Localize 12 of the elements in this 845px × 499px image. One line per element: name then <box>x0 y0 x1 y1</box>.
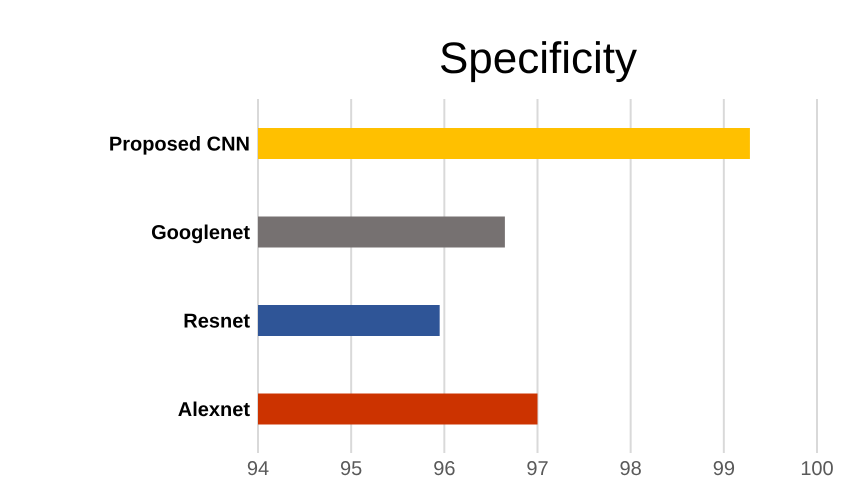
y-tick-label: Alexnet <box>178 398 250 421</box>
y-tick-label: Googlenet <box>151 222 250 244</box>
y-tick-label: Resnet <box>183 310 250 332</box>
x-tick-label: 96 <box>433 458 456 480</box>
x-tick-label: 98 <box>620 458 642 480</box>
x-tick-label: 97 <box>526 458 549 480</box>
x-tick-label: 95 <box>340 458 362 480</box>
x-tick-label: 100 <box>800 458 834 480</box>
chart-title: Specificity <box>438 34 638 84</box>
y-tick-label: Proposed CNN <box>108 133 250 156</box>
x-tick-label: 99 <box>712 458 735 480</box>
x-tick-label: 94 <box>246 458 270 480</box>
